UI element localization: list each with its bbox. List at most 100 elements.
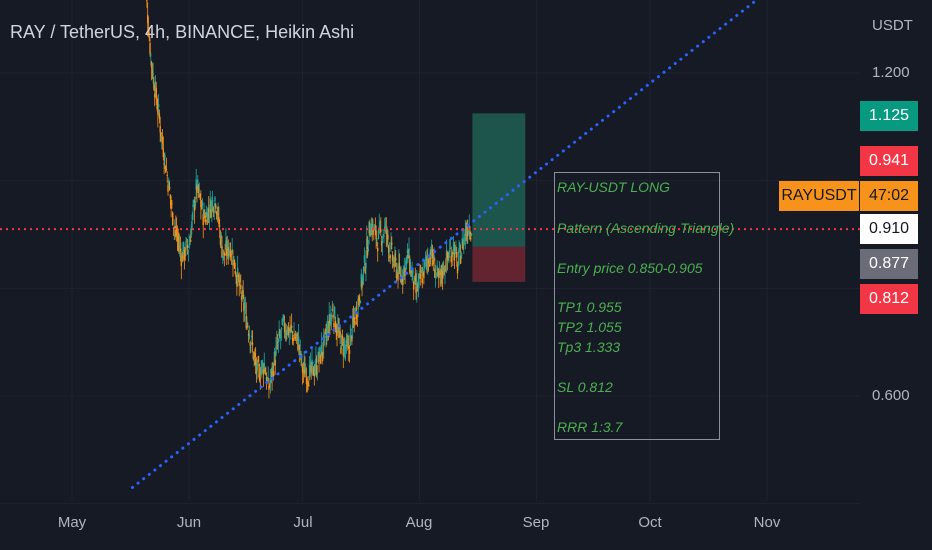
entry-price-label: 0.877 [860, 249, 918, 279]
candle-body [173, 226, 175, 228]
candle-body [460, 253, 463, 259]
candle-body [459, 255, 462, 264]
candle-body [249, 341, 251, 346]
candle-body [210, 208, 212, 217]
candle-body [418, 274, 420, 279]
candle-body [159, 126, 161, 133]
candle-body [180, 259, 183, 266]
candle-body [148, 35, 150, 38]
candle-body [208, 208, 210, 212]
candle-body [242, 290, 244, 297]
candle-body [446, 252, 449, 259]
candle-body [195, 179, 197, 190]
candle-body [259, 378, 262, 380]
candle-body [299, 344, 301, 346]
candle-body [203, 209, 205, 217]
candle-body [224, 254, 226, 256]
candle-body [200, 205, 203, 209]
candle-body [186, 238, 188, 240]
candle-body [194, 201, 197, 207]
candle-body [164, 166, 167, 173]
trade-note-box[interactable]: RAY-USDT LONG Pattern (Ascending Triangl… [554, 172, 734, 440]
candle-body [236, 281, 238, 287]
candle-body [405, 259, 407, 266]
current-price-label: 0.910 [860, 214, 918, 244]
candle-body [359, 299, 361, 302]
candle-body [395, 258, 397, 261]
candle-body [172, 227, 175, 229]
candle-body [156, 105, 158, 109]
candle-body [166, 174, 168, 176]
ascending-trendline [130, 0, 760, 490]
candle-body [413, 276, 416, 284]
candle-body [176, 236, 179, 239]
candle-body [264, 369, 266, 372]
candle-body [351, 316, 354, 329]
candle-body [271, 371, 273, 378]
candle-body [366, 237, 368, 249]
candle-body [440, 266, 442, 272]
candle-body [367, 248, 370, 251]
candle-body [469, 232, 471, 235]
candle-body [368, 221, 370, 234]
candle-body [188, 245, 190, 248]
candle-body [348, 345, 350, 349]
candle-body [305, 372, 307, 374]
candle-body [171, 203, 173, 205]
candle-body [160, 132, 162, 137]
candle-body [197, 179, 199, 186]
candle-body [292, 337, 294, 342]
candle-body [408, 248, 410, 256]
loss-zone [472, 246, 526, 282]
grid [0, 0, 860, 505]
candle-body [183, 249, 186, 260]
note-line: SL 0.812 [557, 379, 613, 395]
candle-body [179, 248, 182, 252]
candle-body [463, 238, 466, 240]
candle-body [158, 113, 161, 119]
candle-body [397, 273, 399, 281]
candle-body [382, 234, 384, 236]
candle-body [243, 309, 246, 312]
candle-body [415, 286, 417, 293]
candle-body [191, 214, 193, 221]
candle-body [304, 369, 306, 378]
candle-body [463, 237, 465, 246]
x-tick-label: Oct [638, 514, 662, 531]
candle-body [287, 328, 290, 336]
candle-body [421, 278, 424, 284]
candle-body [229, 249, 231, 253]
candle-body [272, 370, 275, 377]
candle-body [377, 247, 379, 252]
candle-body [350, 328, 352, 331]
candle-body [457, 262, 459, 266]
candle-body [295, 334, 298, 336]
candle-body [333, 323, 335, 327]
candle-body [227, 247, 229, 257]
candle-body [229, 250, 232, 258]
candle-body [406, 249, 409, 253]
candle-body [348, 349, 351, 355]
candle-body [462, 242, 464, 250]
candle-body [361, 281, 363, 288]
candle-body [275, 346, 277, 355]
candle-body [294, 336, 296, 339]
candle-body [344, 346, 346, 348]
candle-body [423, 271, 425, 279]
candle-body [237, 275, 240, 278]
candle-body [222, 249, 225, 255]
candle-body [278, 331, 280, 336]
candle-body [423, 260, 426, 268]
candle-body [356, 316, 359, 318]
candle-body [277, 339, 280, 343]
candle-body [147, 29, 150, 35]
candle-body [330, 317, 332, 323]
candle-body [407, 254, 409, 259]
candle-body [357, 298, 359, 310]
note-line: RAY-USDT LONG [557, 179, 671, 195]
candle-body [243, 302, 245, 312]
candle-body [319, 347, 321, 353]
candle-body [197, 185, 200, 193]
